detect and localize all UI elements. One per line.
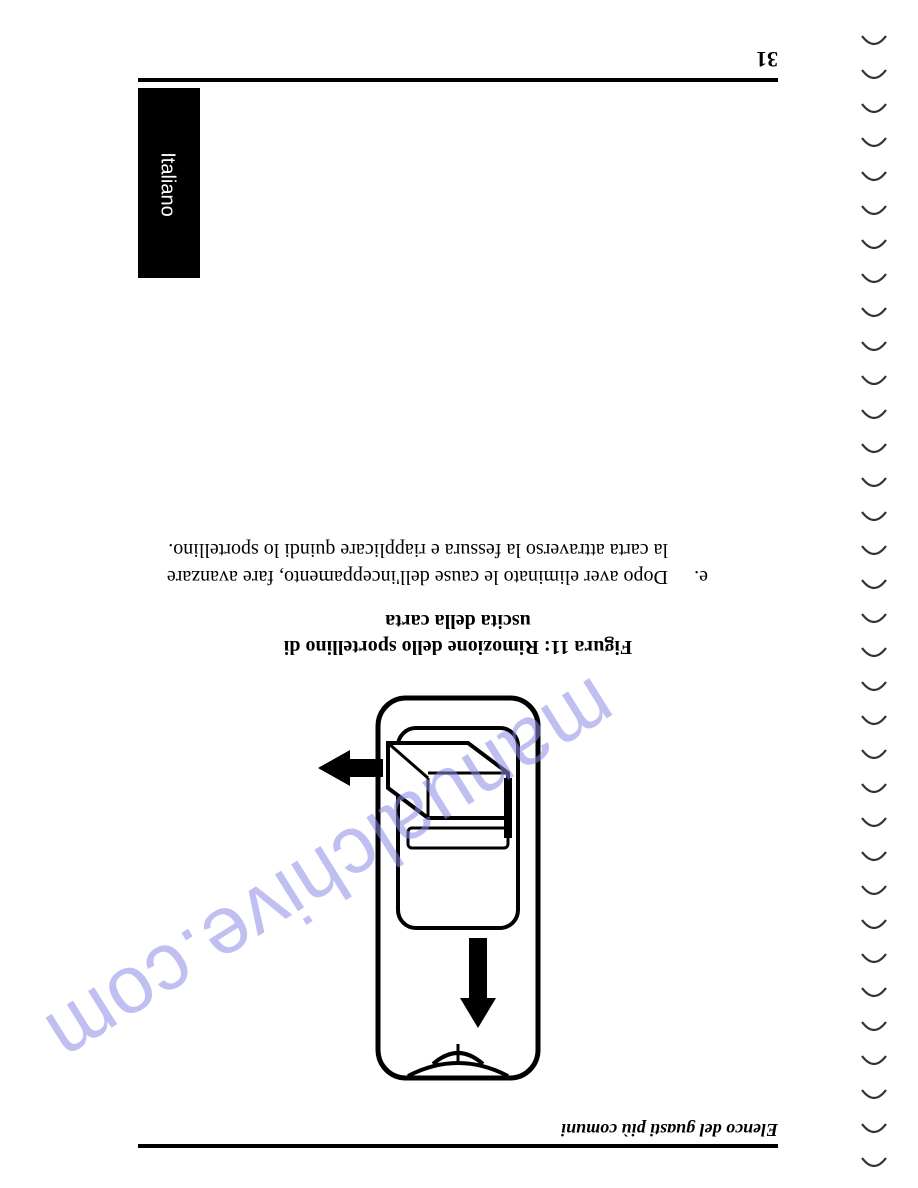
- binding-hole: [860, 1020, 888, 1034]
- binding-hole: [860, 102, 888, 116]
- binding-hole: [860, 1088, 888, 1102]
- page-number: 31: [756, 46, 778, 72]
- binding-hole: [860, 816, 888, 830]
- instruction-step-e: e.Dopo aver eliminato le cause dell'ince…: [148, 536, 708, 590]
- binding-hole: [860, 1156, 888, 1170]
- step-bullet: e.: [668, 563, 708, 590]
- binding-hole: [860, 340, 888, 354]
- binding-hole: [860, 578, 888, 592]
- header-rule: [138, 1144, 778, 1148]
- binding-hole: [860, 714, 888, 728]
- binding-hole: [860, 850, 888, 864]
- language-tab: Italiano: [138, 88, 200, 278]
- binding-hole: [860, 952, 888, 966]
- figure-caption-line1: Figura 11: Rimozione dello sportellino d…: [284, 636, 632, 658]
- binding-hole: [860, 374, 888, 388]
- binding-hole: [860, 170, 888, 184]
- step-text: Dopo aver eliminato le cause dell'incepp…: [158, 536, 668, 590]
- binding-hole: [860, 918, 888, 932]
- page-rotated-container: Elenco del guasti più comuni: [0, 0, 918, 1188]
- section-header: Elenco del guasti più comuni: [561, 1119, 778, 1140]
- binding-hole: [860, 476, 888, 490]
- binding-hole: [860, 782, 888, 796]
- binding-hole: [860, 646, 888, 660]
- figure-caption-line2: uscita della carta: [385, 610, 531, 632]
- binding-hole: [860, 986, 888, 1000]
- arrow-right-icon: [318, 750, 383, 786]
- binding-hole: [860, 136, 888, 150]
- binding-hole: [860, 1122, 888, 1136]
- binding-hole: [860, 34, 888, 48]
- binding-hole: [860, 272, 888, 286]
- page-content: Elenco del guasti più comuni: [138, 38, 778, 1158]
- figure-11-diagram: [308, 678, 608, 1098]
- binding-hole: [860, 408, 888, 422]
- binding-hole: [860, 204, 888, 218]
- device-illustration: [308, 678, 608, 1098]
- binding-hole: [860, 510, 888, 524]
- binding-hole: [860, 612, 888, 626]
- binding-hole: [860, 748, 888, 762]
- binding-hole: [860, 544, 888, 558]
- binding-hole: [860, 1054, 888, 1068]
- figure-caption: Figura 11: Rimozione dello sportellino d…: [138, 608, 778, 660]
- language-tab-label: Italiano: [156, 120, 179, 250]
- binding-hole: [860, 238, 888, 252]
- binding-hole: [860, 68, 888, 82]
- binding-hole: [860, 306, 888, 320]
- spiral-binding: [848, 20, 888, 1170]
- footer-rule: [138, 78, 778, 82]
- binding-hole: [860, 680, 888, 694]
- binding-hole: [860, 442, 888, 456]
- binding-hole: [860, 884, 888, 898]
